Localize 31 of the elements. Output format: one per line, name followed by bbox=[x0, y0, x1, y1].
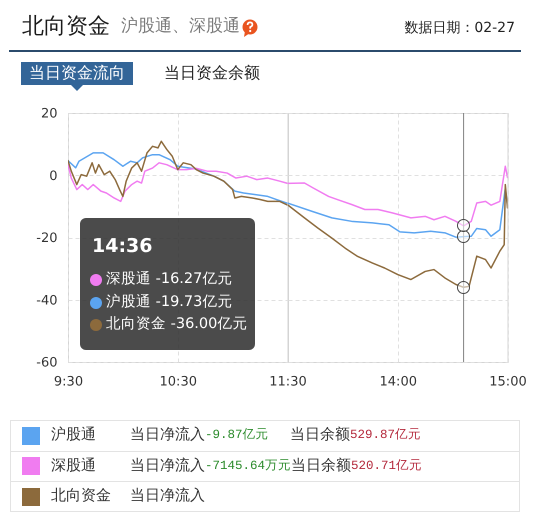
y-tick-label: -60 bbox=[36, 356, 58, 370]
legend-label: 沪股通 bbox=[51, 425, 96, 444]
x-tick-label: 10:30 bbox=[160, 374, 197, 390]
legend-label: 北向资金 bbox=[51, 486, 111, 504]
text: 当日余额 bbox=[290, 425, 350, 444]
text: 当日净流入 bbox=[130, 486, 205, 504]
x-tick-label: 9:30 bbox=[54, 374, 84, 390]
y-tick-label: -40 bbox=[36, 293, 58, 308]
x-tick-label: 14:00 bbox=[379, 374, 416, 390]
annotation: 沪股通 -19.73亿元 bbox=[106, 294, 232, 310]
text: 520.71亿元 bbox=[351, 458, 422, 473]
text: 当日资金流向 bbox=[29, 63, 125, 82]
chart-subtitle: 沪股通、深股通 bbox=[121, 16, 240, 37]
y-tick-label: -20 bbox=[36, 231, 58, 246]
legend-label: 深股通 bbox=[51, 456, 96, 474]
x-tick-label: 11:30 bbox=[269, 374, 307, 390]
text: -7145.64万元 bbox=[205, 458, 292, 473]
text: 当日净流入 bbox=[130, 425, 205, 444]
text: 529.87亿元 bbox=[350, 428, 422, 442]
annotation: 14:36 bbox=[92, 235, 152, 258]
y-tick-label: 20 bbox=[40, 106, 58, 122]
text: 当日资金余额 bbox=[164, 63, 260, 82]
chart-title: 北向资金 bbox=[22, 14, 110, 40]
text: 数据日期：02-27 bbox=[404, 20, 515, 36]
text: 当日余额 bbox=[291, 456, 351, 474]
y-tick-label: 0 bbox=[49, 168, 58, 184]
text: -9.87亿元 bbox=[205, 428, 269, 442]
annotation: 深股通 -16.27亿元 bbox=[106, 271, 232, 288]
annotation: 北向资金 -36.00亿元 bbox=[106, 316, 248, 333]
text: 当日净流入 bbox=[130, 456, 205, 474]
x-tick-label: 15:00 bbox=[488, 374, 526, 390]
